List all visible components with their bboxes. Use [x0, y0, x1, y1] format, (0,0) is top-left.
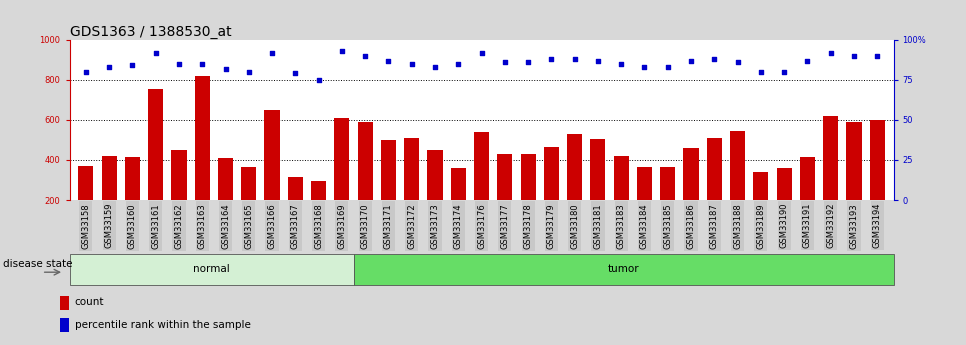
Bar [60, 318, 70, 333]
Point [125, 62, 140, 68]
Bar [311, 181, 327, 240]
Point [706, 56, 722, 62]
Bar [707, 138, 722, 240]
Point [683, 58, 698, 63]
Bar [613, 156, 629, 240]
Bar [218, 158, 233, 240]
Text: count: count [75, 297, 104, 307]
Point [311, 77, 327, 82]
Point [404, 61, 419, 67]
Bar [70, 254, 354, 285]
Bar [451, 168, 466, 240]
Point [334, 48, 350, 54]
Point [427, 64, 442, 70]
Bar [148, 89, 163, 240]
Bar [544, 147, 559, 240]
Bar [357, 122, 373, 240]
Point [544, 56, 559, 62]
Bar [474, 132, 489, 240]
Point [497, 59, 513, 65]
Bar [800, 157, 815, 240]
Point [450, 61, 466, 67]
Point [800, 58, 815, 63]
Point [590, 58, 606, 63]
Bar [171, 150, 186, 240]
Text: normal: normal [193, 264, 230, 274]
Bar [590, 139, 606, 240]
Text: tumor: tumor [608, 264, 639, 274]
Point [265, 50, 280, 55]
Bar [334, 118, 350, 240]
Bar [567, 134, 582, 240]
Text: percentile rank within the sample: percentile rank within the sample [75, 320, 251, 330]
Bar [823, 116, 838, 240]
Point [777, 69, 792, 75]
Bar [637, 167, 652, 240]
Bar [846, 122, 862, 240]
Text: GDS1363 / 1388530_at: GDS1363 / 1388530_at [70, 24, 231, 39]
Bar [354, 254, 894, 285]
Bar [288, 177, 303, 240]
Point [171, 61, 186, 67]
Bar [78, 166, 94, 240]
Bar [195, 76, 210, 240]
Point [194, 61, 210, 67]
Bar [777, 168, 792, 240]
Point [660, 64, 675, 70]
Point [357, 53, 373, 58]
Point [101, 64, 117, 70]
Point [288, 71, 303, 76]
Bar [521, 154, 536, 240]
Point [846, 53, 862, 58]
Point [474, 50, 490, 55]
Point [78, 69, 94, 75]
Point [148, 50, 163, 55]
Point [242, 69, 257, 75]
Point [381, 58, 396, 63]
Bar [684, 148, 698, 240]
Bar [869, 120, 885, 240]
Bar [753, 172, 768, 240]
Bar [427, 150, 442, 240]
Point [753, 69, 769, 75]
Bar [381, 140, 396, 240]
Point [567, 56, 582, 62]
Point [521, 59, 536, 65]
Bar [101, 156, 117, 240]
Bar [60, 296, 70, 310]
Bar [497, 154, 512, 240]
Point [869, 53, 885, 58]
Bar [265, 110, 279, 240]
Text: disease state: disease state [4, 259, 73, 269]
Bar [730, 131, 745, 240]
Bar [404, 138, 419, 240]
Bar [660, 167, 675, 240]
Point [823, 50, 838, 55]
Bar [242, 167, 256, 240]
Point [730, 59, 746, 65]
Point [637, 64, 652, 70]
Point [217, 66, 233, 71]
Point [613, 61, 629, 67]
Bar [125, 157, 140, 240]
